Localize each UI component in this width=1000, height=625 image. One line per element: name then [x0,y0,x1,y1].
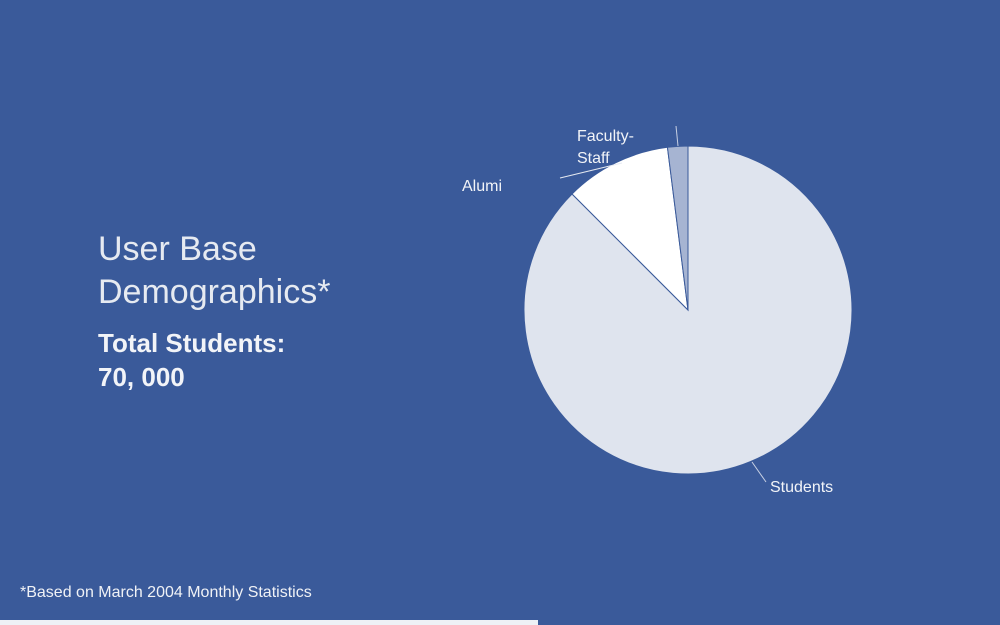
leader-line-faculty-staff [675,125,679,147]
pie-slice-students [523,145,853,475]
pie-labels: Students Alumi Faculty-Staff [462,128,833,496]
total-students-label: Total Students: [98,328,286,358]
pie-slice-faculty-staff [666,145,689,311]
slice-label-alumi: Alumi [462,178,502,195]
slice-label-faculty-staff: Faculty-Staff [577,128,634,167]
leader-line-alumi [559,162,623,179]
bottom-divider [0,620,538,625]
slice-label-students: Students [770,479,833,496]
pie-leader-lines [559,125,767,483]
leader-line-students [751,461,767,483]
pie-slice-alumi [571,146,689,312]
slide-title-line-1: User Base [98,230,257,268]
slide-title-line-2: Demographics* [98,273,331,311]
total-students-value: 70, 000 [98,362,185,392]
pie-slices [523,145,853,475]
slide-title: User Base Demographics* [98,228,418,314]
footnote: *Based on March 2004 Monthly Statistics [20,584,312,601]
total-students-text: Total Students: 70, 000 [98,326,418,394]
